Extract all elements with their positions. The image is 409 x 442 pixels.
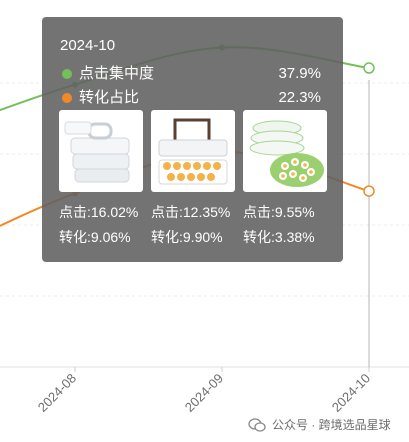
product-stats: 点击:16.02% 点击:12.35% 点击:9.55% 转化:9.06% 转化… [59, 202, 339, 252]
tooltip-row-value: 37.9% [278, 65, 321, 82]
round-egg-carrier-icon [249, 120, 324, 187]
series-dot-orange [62, 93, 72, 103]
product-image-3[interactable] [243, 110, 327, 192]
tooltip-title: 2024-10 [60, 37, 116, 54]
tooltip-row-conversion: 转化占比 22.3% [60, 86, 325, 110]
x-tick-label: 2024-10 [329, 371, 373, 415]
product-1-conversion: 转化:9.06% [59, 229, 131, 245]
data-point[interactable] [363, 62, 375, 74]
egg-container-stack-icon [64, 121, 130, 183]
watermark: 公众号 · 跨境选品星球 [248, 416, 391, 433]
product-image-2[interactable] [151, 110, 235, 192]
tooltip-row-name: 转化占比 [79, 89, 140, 106]
tooltip: 2024-10 点击集中度 37.9% 转化占比 22.3% [42, 17, 343, 262]
data-point[interactable] [363, 185, 375, 197]
tooltip-row-click: 点击集中度 37.9% [60, 62, 325, 86]
series-dot-green [62, 69, 72, 79]
product-3-click: 点击:9.55% [243, 204, 315, 220]
egg-tray-with-handle-icon [158, 118, 228, 185]
wechat-icon [248, 417, 266, 432]
product-thumbnails [59, 110, 327, 192]
product-3-conversion: 转化:3.38% [243, 229, 315, 245]
x-tick-label: 2024-09 [182, 371, 226, 415]
product-1-click: 点击:16.02% [59, 204, 139, 220]
product-2-conversion: 转化:9.90% [151, 229, 223, 245]
x-axis-ticks [74, 367, 370, 372]
product-2-click: 点击:12.35% [151, 204, 231, 220]
tooltip-row-name: 点击集中度 [79, 65, 155, 82]
product-image-1[interactable] [59, 110, 143, 192]
x-tick-label: 2024-08 [35, 371, 79, 415]
watermark-text: 公众号 · 跨境选品星球 [272, 418, 391, 432]
tooltip-row-value: 22.3% [278, 89, 321, 106]
x-axis-labels: 2024-08 2024-09 2024-10 [35, 371, 373, 415]
